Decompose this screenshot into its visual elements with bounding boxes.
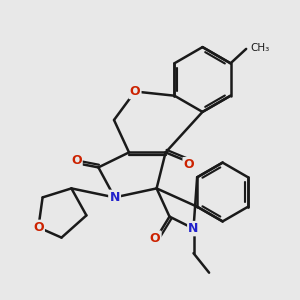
Text: O: O (150, 232, 160, 245)
Text: CH₃: CH₃ (250, 43, 269, 53)
Text: O: O (33, 221, 44, 234)
Text: N: N (188, 222, 199, 235)
Text: O: O (130, 85, 140, 98)
Text: O: O (71, 154, 82, 167)
Text: O: O (184, 158, 194, 171)
Text: N: N (110, 191, 120, 204)
